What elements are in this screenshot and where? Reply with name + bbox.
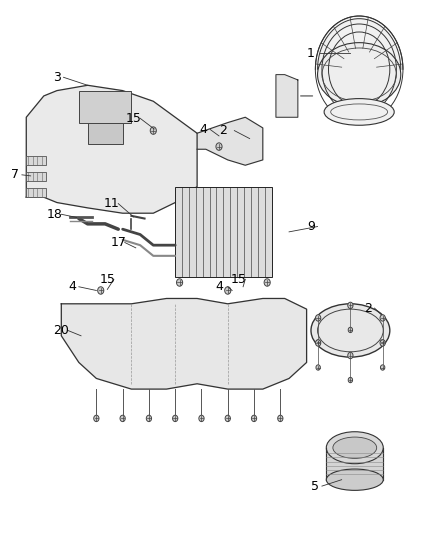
Text: 4: 4: [215, 280, 223, 293]
Circle shape: [348, 352, 353, 359]
Ellipse shape: [318, 43, 401, 107]
Circle shape: [316, 340, 320, 345]
Ellipse shape: [324, 99, 394, 125]
Circle shape: [150, 127, 156, 134]
Circle shape: [315, 314, 321, 321]
Polygon shape: [26, 85, 197, 213]
Circle shape: [216, 143, 222, 150]
Text: 15: 15: [231, 273, 247, 286]
Text: 5: 5: [311, 480, 319, 492]
Text: 2: 2: [364, 302, 372, 314]
Ellipse shape: [326, 469, 383, 490]
Circle shape: [315, 340, 321, 346]
Circle shape: [348, 327, 353, 333]
Text: 17: 17: [110, 236, 126, 249]
Circle shape: [348, 302, 353, 309]
Circle shape: [278, 415, 283, 422]
Polygon shape: [61, 298, 307, 389]
Circle shape: [316, 365, 320, 370]
Ellipse shape: [326, 432, 383, 464]
FancyBboxPatch shape: [88, 123, 123, 144]
Text: 4: 4: [68, 280, 76, 293]
Text: 7: 7: [11, 168, 19, 181]
FancyBboxPatch shape: [79, 91, 131, 123]
Circle shape: [348, 377, 353, 383]
Text: 15: 15: [99, 273, 115, 286]
Bar: [26, 188, 46, 197]
Text: 11: 11: [104, 197, 120, 210]
Circle shape: [381, 365, 385, 370]
Text: 9: 9: [307, 220, 315, 233]
Circle shape: [380, 314, 385, 321]
Text: 18: 18: [47, 208, 63, 221]
Bar: [26, 156, 46, 165]
Circle shape: [381, 340, 385, 345]
Ellipse shape: [333, 437, 377, 458]
Circle shape: [120, 415, 125, 422]
Text: 4: 4: [200, 123, 208, 136]
Circle shape: [94, 415, 99, 422]
Polygon shape: [276, 75, 298, 117]
Text: 15: 15: [126, 112, 141, 125]
Text: 3: 3: [53, 71, 61, 84]
Circle shape: [225, 287, 231, 294]
Circle shape: [177, 279, 183, 286]
Ellipse shape: [311, 304, 390, 357]
Circle shape: [98, 287, 104, 294]
Text: 20: 20: [53, 324, 69, 337]
Text: 2: 2: [219, 124, 227, 137]
Circle shape: [225, 415, 230, 422]
Polygon shape: [197, 117, 263, 165]
Bar: [175, 187, 272, 277]
Circle shape: [173, 415, 178, 422]
Circle shape: [380, 340, 385, 346]
Circle shape: [199, 415, 204, 422]
Circle shape: [251, 415, 257, 422]
Circle shape: [264, 279, 270, 286]
Bar: [26, 172, 46, 181]
Text: 1: 1: [307, 47, 315, 60]
Circle shape: [146, 415, 152, 422]
